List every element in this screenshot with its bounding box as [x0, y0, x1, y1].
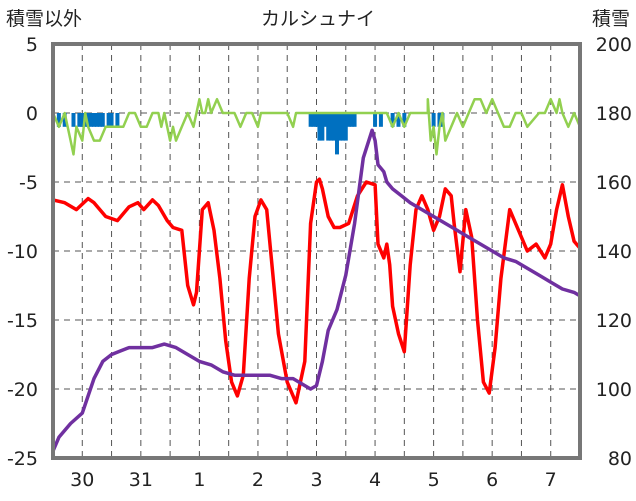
right-tick-label-3: 140	[596, 241, 632, 263]
left-tick-label-6: -25	[7, 448, 38, 470]
right-tick-label-2: 160	[596, 172, 632, 194]
x-tick-label-5: 4	[369, 469, 381, 491]
plot-frame	[51, 42, 582, 460]
precip-blue-bar-9	[94, 113, 99, 127]
precip-blue-bar-12	[106, 113, 111, 127]
right-tick-label-4: 120	[596, 310, 632, 332]
precip-blue-bar-35	[402, 113, 407, 127]
precip-blue-bar-3	[77, 113, 82, 127]
x-tick-label-0: 30	[70, 469, 94, 491]
precip-blue-bar-4	[80, 113, 85, 127]
series-line-precip-green	[51, 97, 582, 156]
chart-title: カルシュナイ	[261, 8, 375, 30]
left-axis-title: 積雪以外	[6, 8, 82, 30]
precip-blue-bar-13	[109, 113, 114, 127]
series-line-temperature	[51, 177, 582, 405]
left-tick-label-3: -10	[7, 241, 38, 263]
grid	[53, 44, 580, 458]
left-tick-label-1: 0	[26, 103, 38, 125]
precip-blue-bar-33	[390, 113, 395, 127]
precip-blue-bar-20	[323, 113, 328, 127]
x-tick-labels: 30 31 1 2 3 4 5 6 7	[70, 469, 557, 491]
right-tick-label-1: 180	[596, 103, 632, 125]
precip-blue-bar-1	[62, 113, 67, 127]
right-tick-label-6: 80	[608, 448, 632, 470]
precip-blue-bar-24	[334, 113, 339, 155]
left-tick-labels: 5 0 -5 -10 -15 -20 -25	[7, 34, 38, 470]
x-tick-label-7: 6	[486, 469, 498, 491]
precip-blue-bar-14	[115, 113, 120, 127]
x-tick-label-1: 31	[129, 469, 153, 491]
precip-blue-bar-10	[97, 113, 102, 127]
precip-blue-bar-18	[317, 113, 322, 141]
right-tick-labels: 200 180 160 140 120 100 80	[596, 34, 632, 470]
right-axis-title: 積雪	[592, 8, 630, 30]
precip-blue-bar-22	[329, 113, 334, 141]
precip-blue-bar-32	[378, 113, 383, 127]
precip-blue-bar-15	[308, 113, 313, 127]
right-tick-label-5: 100	[596, 379, 632, 401]
precip-blue-bar-30	[352, 113, 357, 127]
precip-blue-bar-7	[89, 113, 94, 127]
precip-blue-bar-2	[71, 113, 76, 127]
series-lines	[51, 97, 582, 453]
precip-blue-bar-36	[431, 113, 436, 127]
precip-blue-bar-0	[56, 113, 61, 127]
precip-blue-bar-31	[373, 113, 378, 127]
precip-blue-bar-17	[314, 113, 319, 127]
precip-blue-bar-29	[349, 113, 354, 127]
precip-blue-bar-27	[343, 113, 348, 141]
x-tick-label-3: 2	[252, 469, 264, 491]
precip-blue-bar-23	[332, 113, 337, 141]
precip-blue-bar-19	[320, 113, 325, 141]
precip-blue-bar-8	[91, 113, 96, 127]
x-tick-label-6: 5	[428, 469, 440, 491]
precip-blue-bars	[56, 113, 445, 155]
precip-blue-bar-16	[311, 113, 316, 127]
precip-blue-bar-26	[340, 113, 345, 141]
x-tick-label-4: 3	[310, 469, 322, 491]
precip-blue-bar-34	[396, 113, 401, 127]
precip-blue-bar-28	[346, 113, 351, 127]
left-tick-label-5: -20	[7, 379, 38, 401]
precip-blue-bar-25	[337, 113, 342, 141]
precip-blue-bar-21	[326, 113, 331, 141]
left-tick-label-2: -5	[19, 172, 38, 194]
precip-blue-bar-11	[100, 113, 105, 127]
precip-blue-bar-37	[437, 113, 442, 127]
precip-blue-bar-6	[86, 113, 91, 127]
left-tick-label-4: -15	[7, 310, 38, 332]
left-tick-label-0: 5	[26, 34, 38, 56]
series-line-snow-depth	[51, 128, 582, 453]
right-tick-label-0: 200	[596, 34, 632, 56]
x-tick-label-2: 1	[193, 469, 205, 491]
x-tick-label-8: 7	[545, 469, 557, 491]
